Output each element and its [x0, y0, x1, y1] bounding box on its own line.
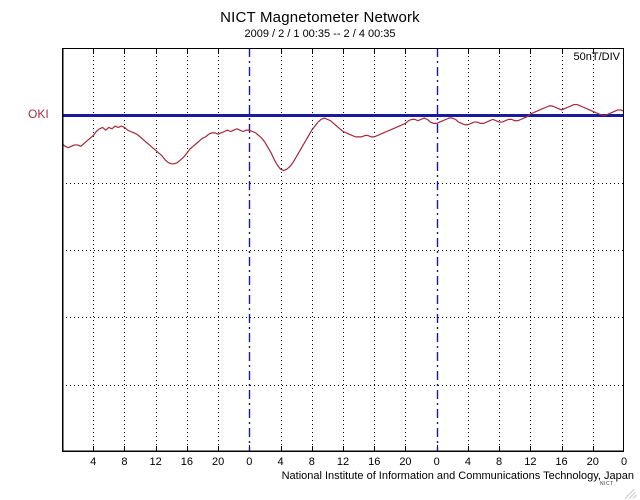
footer-watermark: NICT	[600, 481, 614, 487]
magnetogram-plot	[62, 48, 624, 452]
x-tick-label: 8	[121, 456, 128, 468]
x-tick-label: 12	[336, 456, 350, 468]
vertical-gridlines	[93, 48, 594, 452]
x-tick-label: 4	[277, 456, 284, 468]
x-tick-label: 8	[496, 456, 503, 468]
plot-area: 50nT/DIV	[62, 48, 624, 452]
page-title: NICT Magnetometer Network	[220, 9, 420, 26]
plot-frame	[62, 48, 624, 452]
x-tick-label: 16	[180, 456, 193, 468]
x-tick-label: 16	[368, 456, 381, 468]
x-tick-label: 20	[211, 456, 225, 468]
day-divider-lines	[248, 48, 439, 452]
x-tick-label: 4	[464, 456, 471, 468]
horizontal-gridlines	[62, 183, 624, 386]
x-tick-label: 0	[433, 456, 440, 468]
x-tick-label: 12	[524, 456, 537, 468]
scale-label: 50nT/DIV	[573, 51, 620, 63]
station-label-oki: OKI	[28, 107, 49, 121]
magnetometer-trace	[62, 103, 624, 172]
x-tick-label: 0	[620, 456, 628, 468]
x-axis-tick-labels: 4 8 12 16 20 0 4 8 12 16 20 0 4 8 12 16 20 0	[0, 456, 640, 472]
axis-tick-marks	[93, 48, 594, 452]
x-tick-label: 12	[149, 456, 162, 468]
resize-grip-icon[interactable]	[624, 485, 639, 499]
x-tick-label: 20	[399, 456, 412, 468]
footer-credit: National Institute of Information and Co…	[281, 470, 634, 482]
x-tick-label: 20	[586, 456, 599, 468]
date-range-subtitle: 2009 / 2 / 1 00:35 -- 2 / 4 00:35	[244, 28, 396, 40]
x-tick-label: 0	[246, 456, 253, 468]
x-tick-label: 8	[308, 456, 315, 468]
x-tick-label: 16	[555, 456, 568, 468]
x-tick-label: 4	[90, 456, 97, 468]
